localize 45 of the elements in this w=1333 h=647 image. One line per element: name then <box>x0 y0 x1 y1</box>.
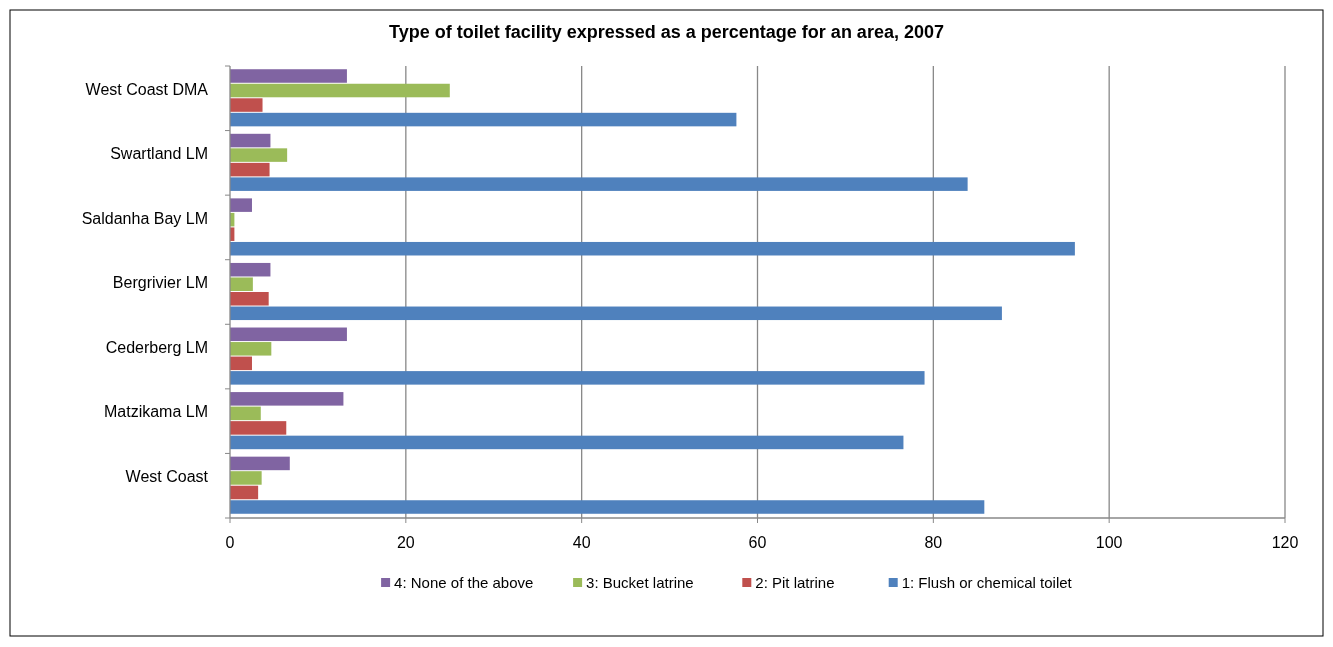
bar <box>230 162 270 177</box>
bar <box>230 371 925 385</box>
bar <box>230 421 287 435</box>
bar <box>230 262 271 277</box>
bar <box>230 471 262 485</box>
bar <box>230 292 269 306</box>
bar <box>230 327 347 342</box>
y-tick-label: Cederberg LM <box>105 338 208 356</box>
x-tick-label: 40 <box>572 534 591 551</box>
y-tick-label: Matzikama LM <box>103 403 208 421</box>
bar <box>230 306 1002 321</box>
x-tick-label: 60 <box>748 534 767 551</box>
x-tick-label: 20 <box>396 534 415 551</box>
bar <box>230 148 288 162</box>
bar <box>230 435 904 450</box>
bar <box>230 241 1075 256</box>
chart-title: Type of toilet facility expressed as a percentage for an area, 2007 <box>389 22 944 42</box>
bar <box>230 112 737 127</box>
bar <box>230 406 261 421</box>
y-tick-label: West Coast <box>125 467 209 485</box>
bar <box>230 133 271 148</box>
bar <box>230 69 347 83</box>
bar <box>230 500 985 514</box>
bar <box>230 177 968 191</box>
bar <box>230 342 272 356</box>
bar <box>230 83 450 98</box>
x-tick-label: 100 <box>1095 534 1123 551</box>
bar <box>230 456 290 471</box>
legend-label: 1: Flush or chemical toilet <box>901 573 1073 591</box>
bar <box>230 98 263 112</box>
bar <box>230 356 252 371</box>
y-tick-label: Bergrivier LM <box>112 274 208 292</box>
bar <box>230 277 253 291</box>
x-tick-label: 120 <box>1271 534 1299 551</box>
bar <box>230 198 252 212</box>
y-tick-label: Saldanha Bay LM <box>81 209 208 227</box>
legend-label: 2: Pit latrine <box>755 573 835 591</box>
legend-label: 3: Bucket latrine <box>586 573 694 591</box>
y-tick-label: West Coast DMA <box>85 80 209 98</box>
bar <box>230 485 259 500</box>
bar <box>230 392 344 406</box>
y-tick-label: Swartland LM <box>110 145 208 163</box>
x-tick-label: 0 <box>225 534 235 551</box>
legend-label: 4: None of the above <box>394 573 534 591</box>
x-tick-label: 80 <box>924 534 943 551</box>
